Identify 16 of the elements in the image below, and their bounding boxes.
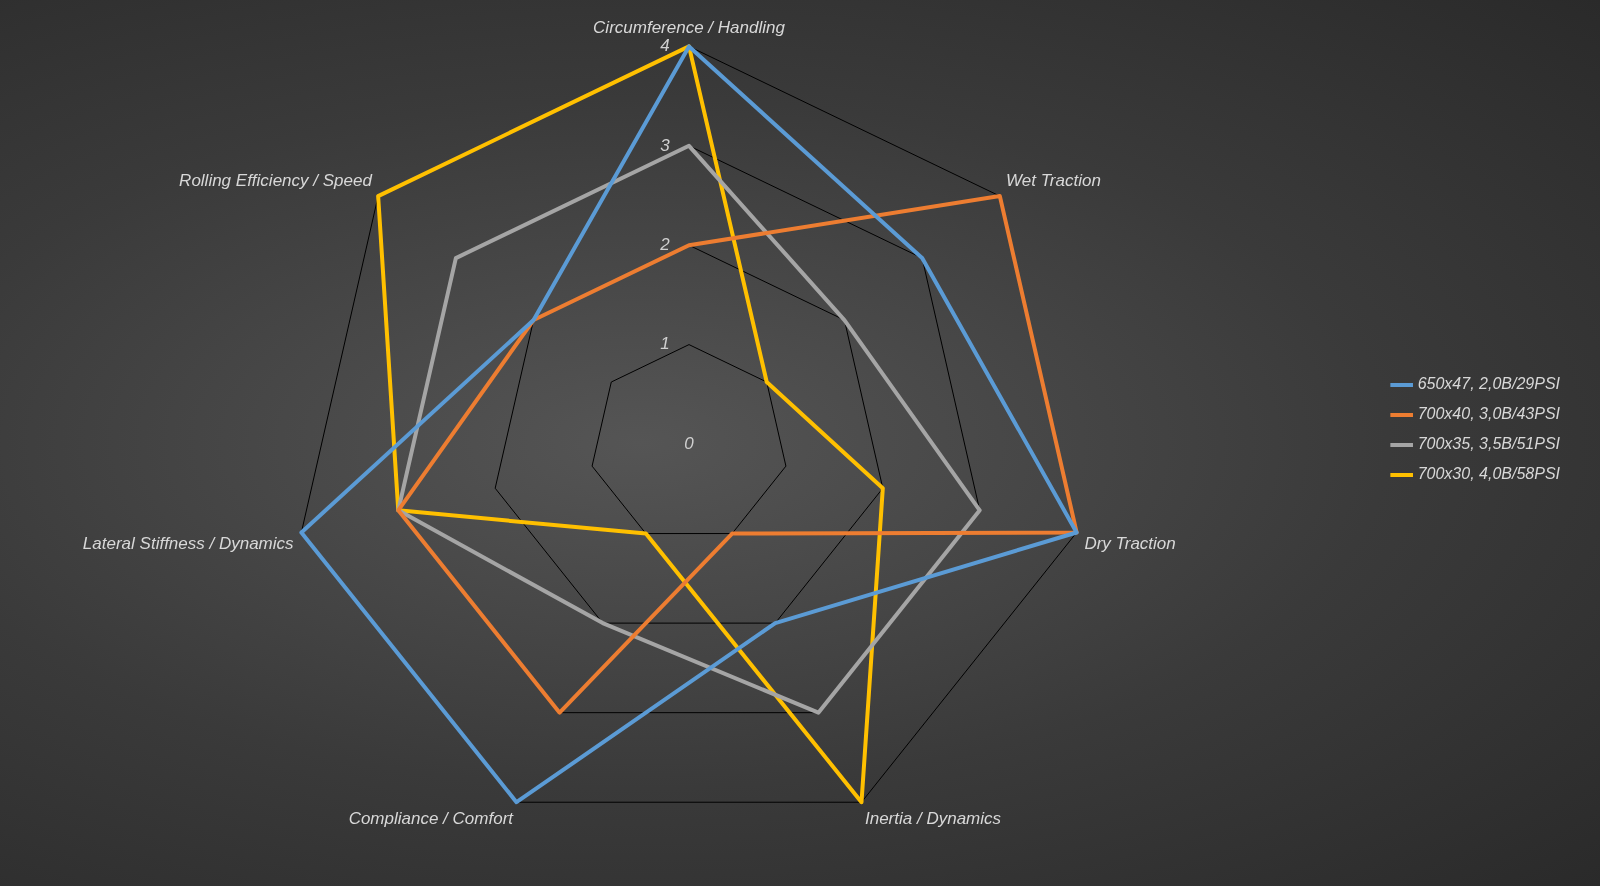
spoke-label: Inertia / Dynamics xyxy=(864,809,1002,829)
spoke-label: Dry Traction xyxy=(1084,534,1176,554)
spoke-label: Circumference / Handling xyxy=(593,17,786,37)
y-tick-label: 4 xyxy=(660,36,670,56)
y-tick-label: 1 xyxy=(660,334,670,354)
legend-label: 650x47, 2,0B/29PSI xyxy=(1417,375,1561,393)
y-tick-label: 3 xyxy=(660,135,671,155)
legend-label: 700x30, 4,0B/58PSI xyxy=(1417,465,1561,483)
legend-label: 700x40, 3,0B/43PSI xyxy=(1417,405,1561,423)
y-tick-label: 0 xyxy=(684,433,695,453)
spoke-label: Compliance / Comfort xyxy=(348,809,515,829)
legend-label: 700x35, 3,5B/51PSI xyxy=(1417,435,1561,453)
spoke-label: Rolling Efficiency / Speed xyxy=(179,170,373,190)
spoke-label: Lateral Stiffness / Dynamics xyxy=(82,534,295,554)
spoke-label: Wet Traction xyxy=(1006,170,1101,190)
y-tick-label: 2 xyxy=(659,234,671,254)
